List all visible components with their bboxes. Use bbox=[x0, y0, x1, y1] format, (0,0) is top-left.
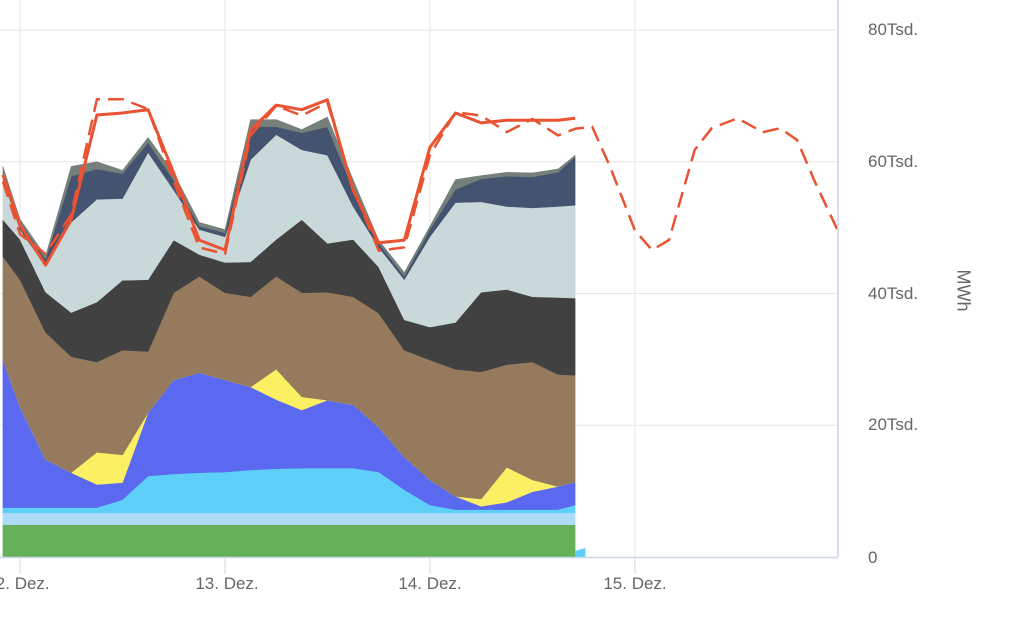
area-series-2 bbox=[2, 512, 576, 525]
y-tick-label-0: 0 bbox=[868, 548, 878, 567]
line-series-dashed bbox=[1, 97, 841, 256]
y-axis-title: MWh bbox=[953, 269, 974, 312]
area-series-10 bbox=[2, 116, 576, 277]
x-tick-label-14-dez: 14. Dez. bbox=[398, 574, 462, 593]
y-tick-label-80k: 80Tsd. bbox=[868, 20, 919, 39]
area-series-1 bbox=[2, 524, 576, 558]
x-tick-label-12-dez: 12. Dez. bbox=[0, 574, 50, 593]
y-tick-label-20k: 20Tsd. bbox=[868, 415, 919, 434]
y-tick-label-40k: 40Tsd. bbox=[868, 284, 919, 303]
x-tick-label-13-dez: 13. Dez. bbox=[195, 574, 259, 593]
x-tick-label-15-dez: 15. Dez. bbox=[603, 574, 667, 593]
y-tick-label-60k: 60Tsd. bbox=[868, 152, 919, 171]
line-series-solid bbox=[1, 98, 576, 267]
area-sliver bbox=[575, 548, 586, 557]
